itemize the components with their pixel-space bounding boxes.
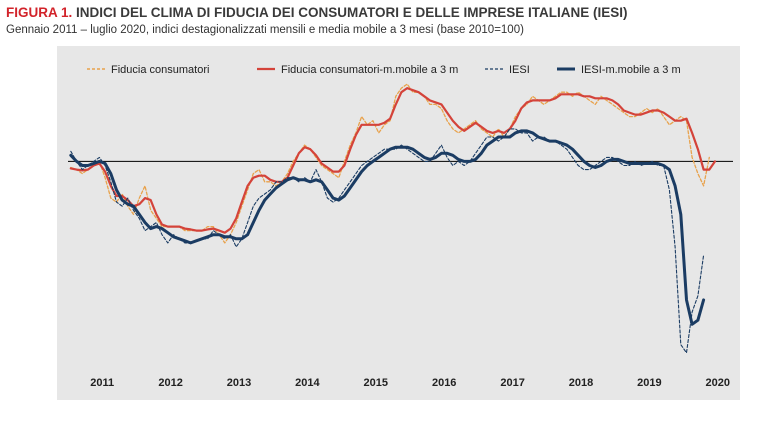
- figure-title: INDICI DEL CLIMA DI FIDUCIA DEI CONSUMAT…: [76, 5, 628, 20]
- series-fiducia-mm: [69, 86, 717, 234]
- figure-label: FIGURA 1.: [6, 5, 73, 20]
- x-tick-label: 2017: [500, 377, 524, 389]
- line-chart: 5060708090100110120201120122013201420152…: [68, 64, 733, 389]
- series-iesi-mm: [69, 129, 706, 326]
- x-tick-label: 2020: [706, 377, 730, 389]
- x-tick-label: 2018: [569, 377, 593, 389]
- x-tick-label: 2019: [637, 377, 661, 389]
- series-fiducia-consumatori: [70, 83, 710, 244]
- legend-iesi-mm: IESI-m.mobile a 3 m: [581, 64, 681, 76]
- x-tick-label: 2011: [90, 377, 114, 389]
- x-tick-label: 2015: [364, 377, 388, 389]
- chart-subtitle: Gennaio 2011 – luglio 2020, indici desta…: [6, 24, 524, 36]
- chart-panel: 5060708090100110120201120122013201420152…: [57, 46, 740, 400]
- x-tick-label: 2013: [227, 377, 251, 389]
- legend-fiducia-consumatori: Fiducia consumatori: [111, 64, 209, 76]
- series-iesi: [70, 128, 705, 354]
- x-tick-label: 2012: [158, 377, 182, 389]
- legend-fiducia-mm: Fiducia consumatori-m.mobile a 3 m: [281, 64, 458, 76]
- chart-title: FIGURA 1. INDICI DEL CLIMA DI FIDUCIA DE…: [6, 5, 628, 20]
- x-tick-label: 2016: [432, 377, 456, 389]
- x-tick-label: 2014: [295, 377, 320, 389]
- legend-iesi: IESI: [509, 64, 530, 76]
